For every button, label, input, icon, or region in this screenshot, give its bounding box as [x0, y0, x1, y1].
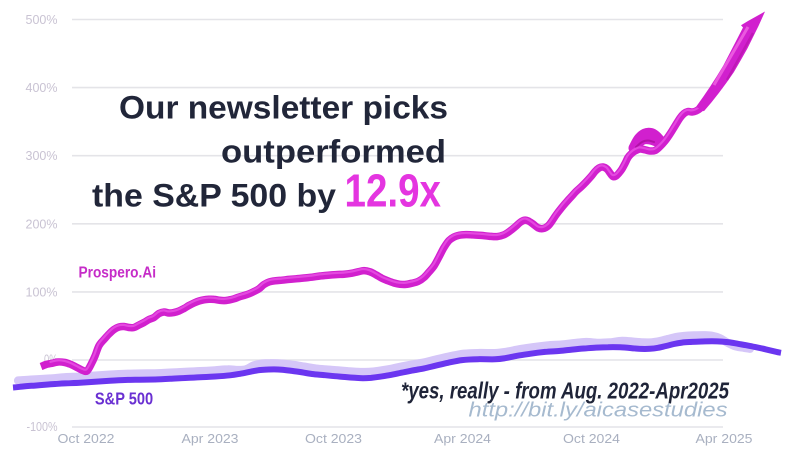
svg-text:12.9x: 12.9x [345, 164, 442, 216]
svg-text:the S&P 500 by: the S&P 500 by [92, 177, 336, 213]
svg-text:S&P 500: S&P 500 [95, 389, 154, 409]
svg-text:Apr 2025: Apr 2025 [696, 431, 753, 446]
svg-text:*yes, really - from Aug. 2022-: *yes, really - from Aug. 2022-Apr2025 [401, 378, 730, 404]
svg-text:200%: 200% [26, 216, 58, 231]
svg-text:Prospero.Ai: Prospero.Ai [79, 265, 157, 282]
svg-text:100%: 100% [26, 284, 58, 299]
svg-text:Our newsletter picks: Our newsletter picks [119, 90, 448, 126]
svg-text:Oct 2023: Oct 2023 [305, 431, 362, 446]
svg-text:http://bit.ly/aicasestudies: http://bit.ly/aicasestudies [469, 400, 728, 422]
svg-text:Apr 2024: Apr 2024 [434, 431, 491, 446]
svg-text:300%: 300% [26, 148, 58, 163]
svg-text:Apr 2023: Apr 2023 [182, 431, 239, 446]
svg-text:-100%: -100% [27, 419, 58, 434]
svg-text:outperformed: outperformed [221, 134, 446, 170]
svg-text:Oct 2024: Oct 2024 [563, 431, 620, 446]
svg-text:Oct 2022: Oct 2022 [58, 431, 115, 446]
svg-text:500%: 500% [26, 12, 58, 27]
svg-text:400%: 400% [26, 80, 58, 95]
